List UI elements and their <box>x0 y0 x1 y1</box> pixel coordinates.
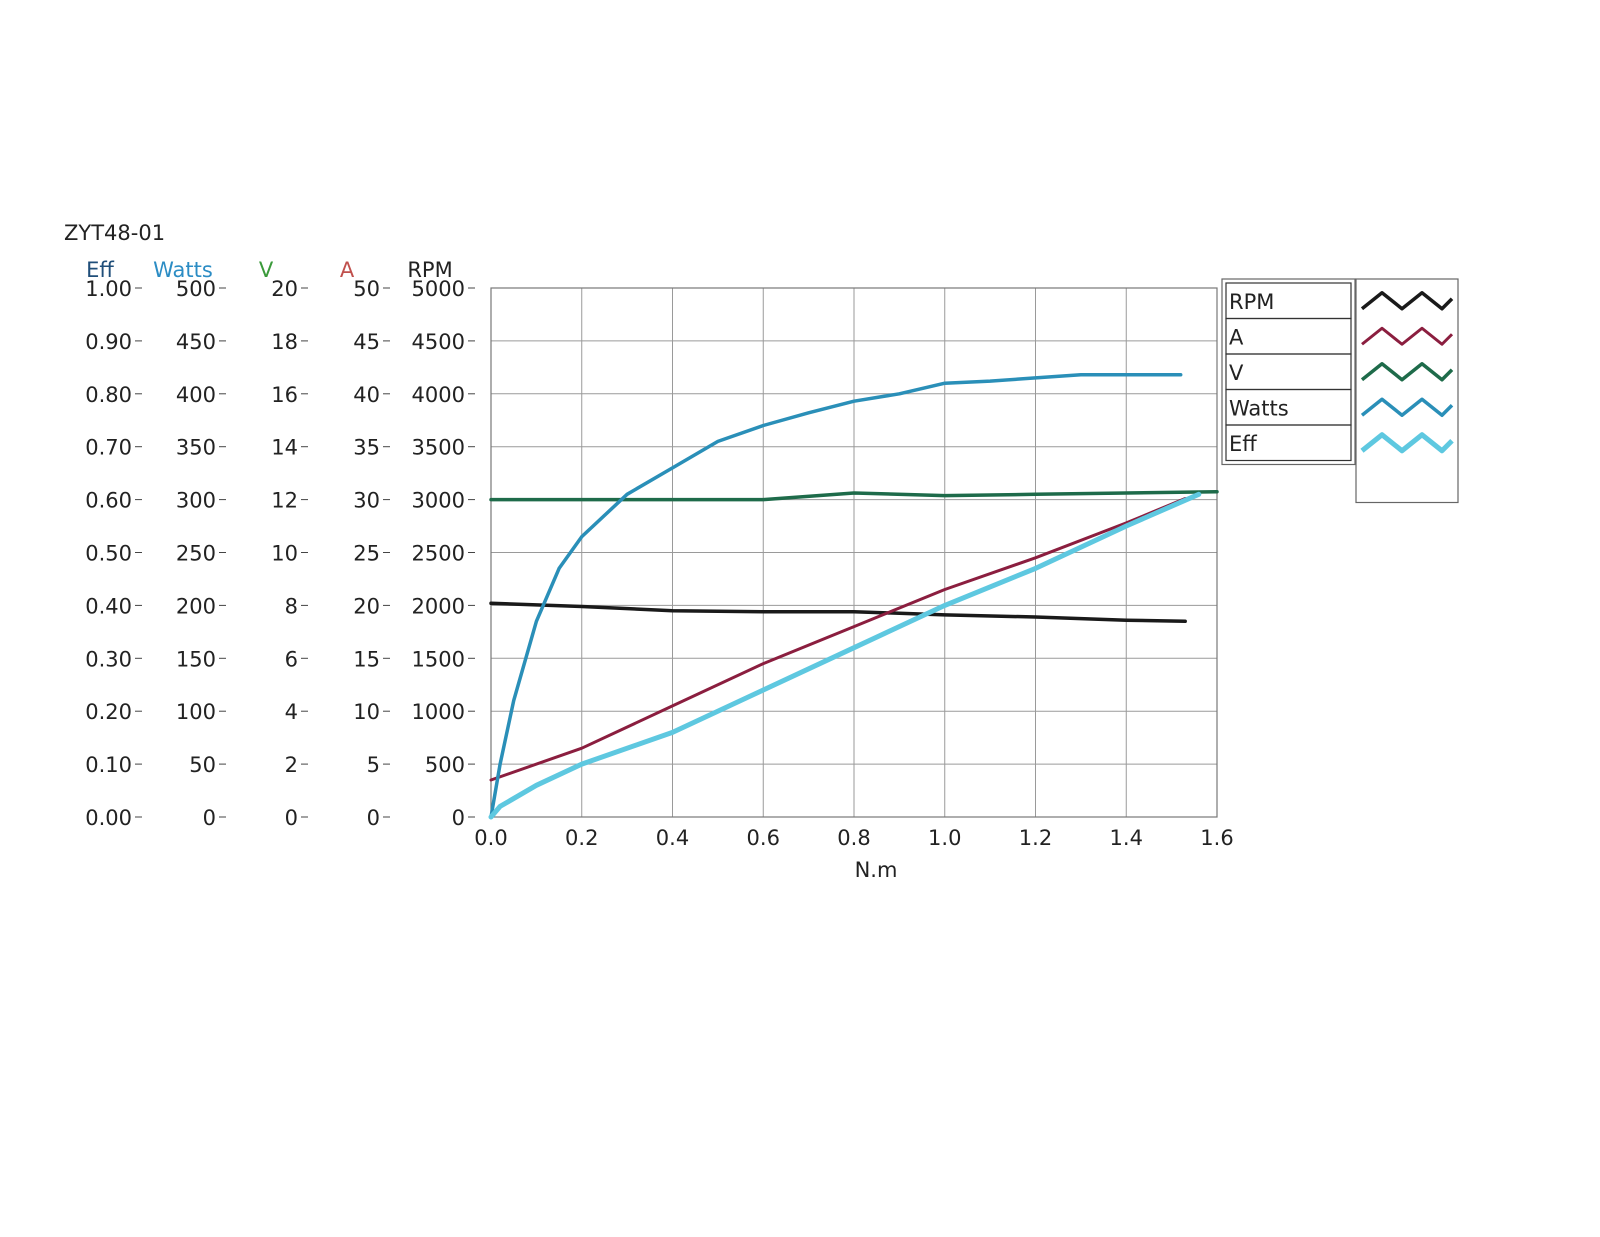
legend-label-v: V <box>1229 361 1244 385</box>
plot-area-border <box>490 287 1218 818</box>
legend-swatch-a <box>1361 326 1454 346</box>
y-tick-label-a: 10 <box>353 700 380 724</box>
x-tick-label: 0.4 <box>656 826 689 850</box>
x-tick-label: 0.0 <box>474 826 507 850</box>
y-tick-label-a: 50 <box>353 277 380 301</box>
y-tick-label-watts: 100 <box>176 700 216 724</box>
legend-cell <box>1225 317 1352 355</box>
y-axis-header-eff: Eff <box>86 258 114 282</box>
y-tick-label-eff: 0.00 <box>85 806 132 830</box>
y-tick-label-rpm: 1000 <box>412 700 465 724</box>
y-tick-label-eff: 0.30 <box>85 647 132 671</box>
y-tick-label-rpm: 3500 <box>412 436 465 460</box>
series-line-a <box>489 497 1187 782</box>
legend-swatch-v <box>1360 362 1454 382</box>
y-tick-label-watts: 150 <box>176 647 216 671</box>
y-tick-label-watts: 200 <box>176 594 216 618</box>
legend-swatch-eff <box>1360 432 1454 454</box>
y-tick-label-watts: 450 <box>176 330 216 354</box>
y-tick-label-rpm: 500 <box>425 753 465 777</box>
y-tick-label-v: 18 <box>271 330 298 354</box>
y-axis-header-watts: Watts <box>153 258 213 282</box>
y-axis-header-a: A <box>340 258 355 282</box>
y-tick-label-watts: 0 <box>203 806 216 830</box>
y-tick-label-a: 5 <box>367 753 380 777</box>
y-tick-label-rpm: 4000 <box>412 383 465 407</box>
y-tick-label-eff: 0.40 <box>85 594 132 618</box>
y-tick-label-a: 35 <box>353 436 380 460</box>
y-tick-label-v: 20 <box>271 277 298 301</box>
y-tick-label-rpm: 5000 <box>412 277 465 301</box>
legend-swatch-rpm <box>1360 291 1454 311</box>
x-tick-label: 1.6 <box>1200 826 1233 850</box>
y-tick-label-watts: 350 <box>176 436 216 460</box>
chart-title: ZYT48-01 <box>64 221 165 245</box>
y-tick-label-v: 14 <box>271 436 298 460</box>
y-tick-label-v: 8 <box>285 594 298 618</box>
y-tick-label-eff: 0.20 <box>85 700 132 724</box>
y-tick-label-v: 0 <box>285 806 298 830</box>
legend-swatch-watts <box>1360 397 1454 417</box>
y-tick-label-eff: 1.00 <box>85 277 132 301</box>
y-tick-label-a: 30 <box>353 489 380 513</box>
legend-label-eff: Eff <box>1229 432 1257 456</box>
y-tick-label-v: 2 <box>285 753 298 777</box>
y-tick-label-a: 20 <box>353 594 380 618</box>
series-line-eff <box>488 491 1202 820</box>
y-tick-label-a: 15 <box>353 647 380 671</box>
series-line-v <box>489 489 1219 502</box>
y-tick-label-rpm: 1500 <box>412 647 465 671</box>
legend-label-frame <box>1221 278 1356 466</box>
y-tick-label-a: 40 <box>353 383 380 407</box>
y-tick-label-v: 10 <box>271 542 298 566</box>
y-tick-label-eff: 0.90 <box>85 330 132 354</box>
y-tick-label-rpm: 0 <box>452 806 465 830</box>
legend-label-rpm: RPM <box>1229 290 1274 314</box>
y-tick-label-watts: 300 <box>176 489 216 513</box>
y-axis-header-v: V <box>259 258 274 282</box>
legend-label-a: A <box>1229 326 1244 350</box>
x-tick-label: 1.0 <box>928 826 961 850</box>
y-tick-label-rpm: 3000 <box>412 489 465 513</box>
legend-cell <box>1225 353 1352 391</box>
x-tick-label: 0.6 <box>747 826 780 850</box>
y-tick-label-v: 4 <box>285 700 298 724</box>
y-tick-label-watts: 400 <box>176 383 216 407</box>
y-tick-label-eff: 0.70 <box>85 436 132 460</box>
y-tick-label-watts: 500 <box>176 277 216 301</box>
series-line-rpm <box>489 601 1187 624</box>
x-tick-label: 0.2 <box>565 826 598 850</box>
series-line-watts <box>489 373 1183 819</box>
y-tick-label-a: 25 <box>353 542 380 566</box>
legend-cell <box>1225 424 1352 462</box>
y-tick-label-eff: 0.10 <box>85 753 132 777</box>
y-tick-label-eff: 0.80 <box>85 383 132 407</box>
x-tick-label: 0.8 <box>837 826 870 850</box>
x-tick-label: 1.4 <box>1110 826 1143 850</box>
legend-label-watts: Watts <box>1229 397 1289 421</box>
y-tick-label-rpm: 4500 <box>412 330 465 354</box>
y-axis-header-rpm: RPM <box>407 258 452 282</box>
y-tick-label-a: 0 <box>367 806 380 830</box>
y-tick-label-a: 45 <box>353 330 380 354</box>
y-tick-label-watts: 50 <box>189 753 216 777</box>
x-axis-label: N.m <box>855 858 898 882</box>
y-tick-label-watts: 250 <box>176 542 216 566</box>
legend-swatch-frame <box>1355 278 1459 504</box>
y-tick-label-v: 12 <box>271 489 298 513</box>
y-tick-label-rpm: 2000 <box>412 594 465 618</box>
y-tick-label-v: 6 <box>285 647 298 671</box>
y-tick-label-eff: 0.50 <box>85 542 132 566</box>
y-tick-label-v: 16 <box>271 383 298 407</box>
x-tick-label: 1.2 <box>1019 826 1052 850</box>
y-tick-label-rpm: 2500 <box>412 542 465 566</box>
y-tick-label-eff: 0.60 <box>85 489 132 513</box>
